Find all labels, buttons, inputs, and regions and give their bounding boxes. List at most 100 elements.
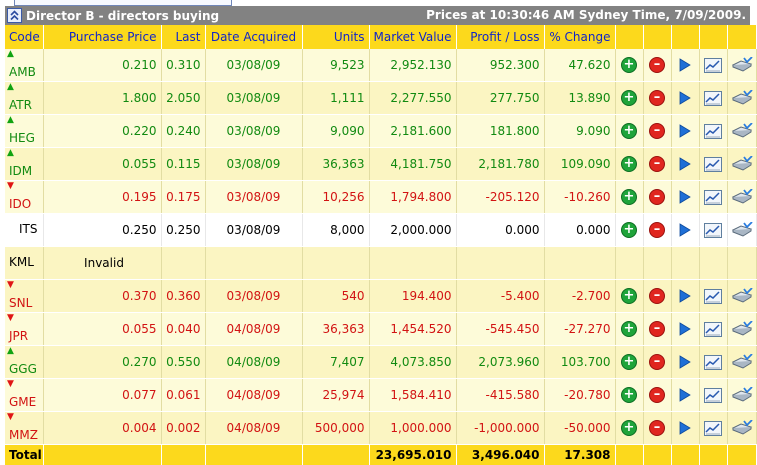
add-icon[interactable]: +: [621, 288, 637, 304]
chart-button[interactable]: [699, 346, 727, 379]
remove-holding-button[interactable]: –: [643, 181, 671, 214]
remove-icon[interactable]: –: [649, 387, 665, 403]
trade-button[interactable]: [727, 82, 756, 115]
trade-icon[interactable]: [731, 288, 753, 304]
details-button[interactable]: [671, 313, 699, 346]
stock-code-cell[interactable]: ▼JPR: [5, 313, 43, 346]
add-holding-button[interactable]: +: [615, 82, 643, 115]
play-icon[interactable]: [679, 289, 691, 304]
details-button[interactable]: [671, 49, 699, 82]
play-icon[interactable]: [679, 421, 691, 436]
play-icon[interactable]: [679, 388, 691, 403]
trade-icon[interactable]: [731, 222, 753, 238]
remove-holding-button[interactable]: –: [643, 148, 671, 181]
trade-icon[interactable]: [731, 123, 753, 139]
column-header-pct-change[interactable]: % Change: [544, 25, 615, 49]
stock-code[interactable]: JPR: [9, 329, 28, 343]
trade-button[interactable]: [727, 346, 756, 379]
remove-icon[interactable]: –: [649, 90, 665, 106]
chart-icon[interactable]: [704, 289, 722, 304]
remove-icon[interactable]: –: [649, 288, 665, 304]
stock-code[interactable]: GME: [9, 395, 36, 409]
trade-button[interactable]: [727, 214, 756, 247]
chart-icon[interactable]: [704, 58, 722, 73]
add-icon[interactable]: +: [621, 321, 637, 337]
remove-icon[interactable]: –: [649, 123, 665, 139]
stock-code-cell[interactable]: ▲GGG: [5, 346, 43, 379]
chart-icon[interactable]: [704, 190, 722, 205]
add-icon[interactable]: +: [621, 189, 637, 205]
stock-code-cell[interactable]: ▼GME: [5, 379, 43, 412]
remove-holding-button[interactable]: –: [643, 379, 671, 412]
stock-code[interactable]: HEG: [9, 131, 35, 145]
add-icon[interactable]: +: [621, 90, 637, 106]
remove-holding-button[interactable]: –: [643, 280, 671, 313]
add-holding-button[interactable]: +: [615, 313, 643, 346]
remove-holding-button[interactable]: –: [643, 346, 671, 379]
remove-holding-button[interactable]: –: [643, 412, 671, 445]
trade-button[interactable]: [727, 115, 756, 148]
add-icon[interactable]: +: [621, 57, 637, 73]
stock-code[interactable]: IDO: [9, 197, 31, 211]
stock-code-cell[interactable]: ▼MMZ: [5, 412, 43, 445]
chart-button[interactable]: [699, 181, 727, 214]
play-icon[interactable]: [679, 58, 691, 73]
chart-button[interactable]: [699, 412, 727, 445]
trade-button[interactable]: [727, 148, 756, 181]
add-holding-button[interactable]: +: [615, 346, 643, 379]
trade-icon[interactable]: [731, 90, 753, 106]
add-holding-button[interactable]: +: [615, 280, 643, 313]
chart-button[interactable]: [699, 379, 727, 412]
stock-code-cell[interactable]: ITS: [5, 214, 43, 247]
chart-icon[interactable]: [704, 223, 722, 238]
details-button[interactable]: [671, 181, 699, 214]
stock-code-cell[interactable]: ▲IDM: [5, 148, 43, 181]
add-icon[interactable]: +: [621, 354, 637, 370]
add-holding-button[interactable]: +: [615, 49, 643, 82]
trade-button[interactable]: [727, 181, 756, 214]
remove-icon[interactable]: –: [649, 57, 665, 73]
trade-icon[interactable]: [731, 420, 753, 436]
stock-code[interactable]: GGG: [9, 362, 37, 376]
column-header-units[interactable]: Units: [302, 25, 369, 49]
trade-button[interactable]: [727, 313, 756, 346]
trade-button[interactable]: [727, 49, 756, 82]
chart-button[interactable]: [699, 115, 727, 148]
play-icon[interactable]: [679, 91, 691, 106]
stock-code-cell[interactable]: ▼IDO: [5, 181, 43, 214]
chart-button[interactable]: [699, 214, 727, 247]
details-button[interactable]: [671, 280, 699, 313]
chart-icon[interactable]: [704, 388, 722, 403]
chart-icon[interactable]: [704, 421, 722, 436]
chart-button[interactable]: [699, 148, 727, 181]
column-header-market-value[interactable]: Market Value: [369, 25, 456, 49]
remove-holding-button[interactable]: –: [643, 313, 671, 346]
play-icon[interactable]: [679, 223, 691, 238]
remove-icon[interactable]: –: [649, 321, 665, 337]
play-icon[interactable]: [679, 322, 691, 337]
trade-icon[interactable]: [731, 57, 753, 73]
remove-holding-button[interactable]: –: [643, 115, 671, 148]
details-button[interactable]: [671, 214, 699, 247]
details-button[interactable]: [671, 148, 699, 181]
remove-icon[interactable]: –: [649, 156, 665, 172]
trade-icon[interactable]: [731, 156, 753, 172]
stock-code-cell[interactable]: ▲HEG: [5, 115, 43, 148]
column-header-last[interactable]: Last: [161, 25, 205, 49]
stock-code-cell[interactable]: ▼SNL: [5, 280, 43, 313]
stock-code[interactable]: IDM: [9, 164, 32, 178]
stock-code-cell[interactable]: ▲ATR: [5, 82, 43, 115]
add-holding-button[interactable]: +: [615, 181, 643, 214]
column-header-purchase-price[interactable]: Purchase Price: [43, 25, 161, 49]
trade-icon[interactable]: [731, 189, 753, 205]
stock-code[interactable]: ATR: [9, 98, 32, 112]
trade-button[interactable]: [727, 379, 756, 412]
